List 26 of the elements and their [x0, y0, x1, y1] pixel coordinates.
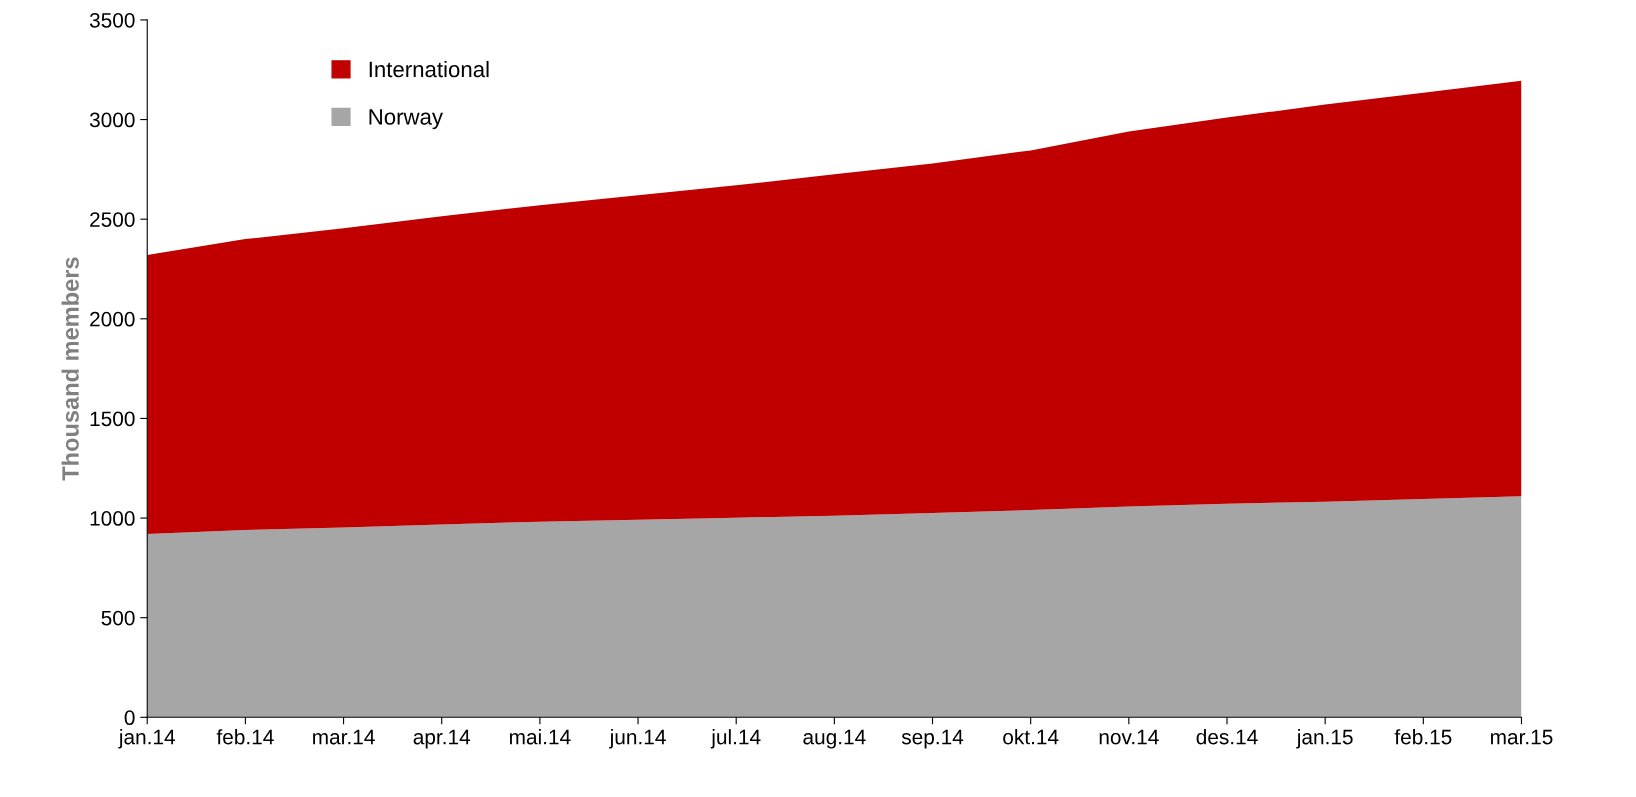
y-tick-label: 2000 — [90, 311, 135, 327]
y-tick-label: 2500 — [90, 212, 135, 227]
x-tick-label: jan.15 — [1296, 729, 1353, 749]
x-tick-label: feb.14 — [216, 729, 274, 745]
x-tick-label: des.14 — [1196, 729, 1258, 745]
x-tick-label: aug.14 — [803, 729, 866, 749]
y-tick-label: 1000 — [90, 511, 135, 526]
x-tick-label: jan.14 — [118, 729, 176, 749]
x-tick-label: jul.14 — [710, 729, 761, 749]
x-tick-label: okt.14 — [1003, 729, 1059, 745]
x-tick-label: sep.14 — [901, 729, 964, 749]
legend-label: International — [369, 60, 489, 78]
y-axis-title: Thousand members — [61, 257, 79, 481]
x-tick-label: nov.14 — [1099, 729, 1159, 745]
x-tick-label: apr.14 — [413, 729, 471, 749]
x-tick-label: feb.15 — [1394, 729, 1452, 745]
x-tick-label: mar.14 — [313, 729, 375, 745]
legend-label: Norway — [369, 109, 443, 130]
x-tick-label: jun.14 — [609, 729, 666, 749]
y-tick-label: 3000 — [89, 112, 135, 128]
y-tick-label: 0 — [124, 710, 135, 726]
y-tick-label: 500 — [101, 610, 135, 626]
y-tick-label: 1500 — [90, 411, 135, 427]
y-tick-label: 3500 — [89, 12, 135, 28]
x-tick-label: mai.14 — [510, 729, 571, 745]
x-tick-label: mar.15 — [1491, 729, 1553, 745]
